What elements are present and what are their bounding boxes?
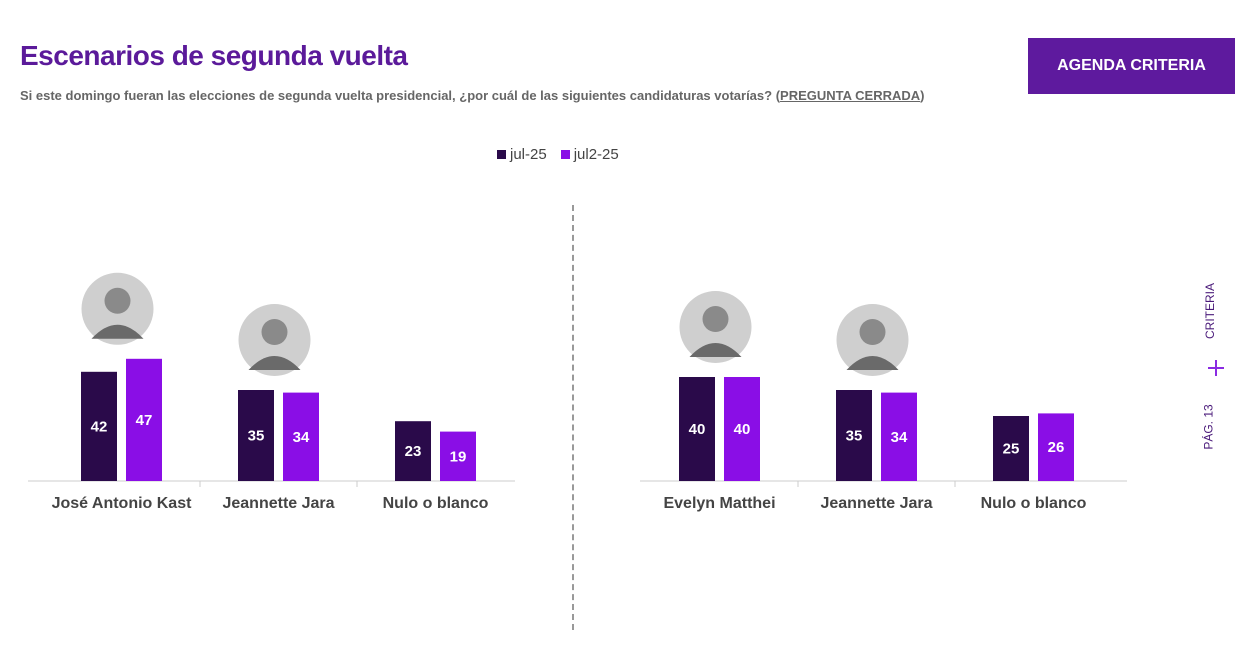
data-label: 19	[450, 448, 467, 465]
category-label: José Antonio Kast	[52, 495, 193, 512]
data-label: 40	[689, 421, 706, 438]
bar-jul2-25	[724, 377, 760, 481]
category-label: Evelyn Matthei	[663, 495, 775, 512]
data-label: 26	[1048, 439, 1065, 456]
bar-jul-25	[81, 371, 117, 481]
data-label: 35	[846, 428, 863, 445]
agenda-criteria-button[interactable]: AGENDA CRITERIA	[1028, 38, 1235, 94]
data-label: 40	[734, 421, 751, 438]
page-number: PÁG. 13	[1201, 404, 1216, 450]
page-subtitle: Si este domingo fueran las elecciones de…	[20, 88, 925, 103]
chart-2: 40 40 Evelyn Matthei 35 34 Jeannette Jara 25 26…	[640, 291, 1127, 512]
bar-jul-25	[679, 377, 715, 481]
subtitle-text: Si este domingo fueran las elecciones de…	[20, 88, 781, 103]
legend-item-series2: jul2-25	[560, 146, 619, 163]
plus-icon	[1208, 360, 1224, 376]
bar-jul2-25	[881, 392, 917, 481]
bar-jul-25	[395, 421, 431, 481]
closed-question-link[interactable]: PREGUNTA CERRADA	[780, 88, 921, 103]
side-brand: CRITERIA	[1203, 282, 1218, 340]
scenario-divider	[572, 205, 574, 630]
bar-charts: 42 47 José Antonio Kast 35 34 Jeannette Jara 2…	[28, 272, 1127, 512]
subtitle-end: )	[920, 88, 925, 103]
data-label: 34	[293, 429, 310, 446]
legend-swatch-series2	[560, 150, 570, 159]
data-label: 34	[891, 429, 908, 446]
chart-legend: jul-25 jul2-25	[497, 146, 619, 163]
category-label: Nulo o blanco	[383, 495, 489, 512]
data-label: 25	[1003, 441, 1020, 458]
bar-jul-25	[238, 390, 274, 481]
side-rail: CRITERIA PÁG. 13	[1196, 270, 1235, 460]
page-title: Escenarios de segunda vuelta	[20, 40, 408, 71]
bar-jul-25	[993, 416, 1029, 481]
data-label: 35	[248, 428, 265, 445]
bar-jul2-25	[283, 392, 319, 481]
legend-item-series1: jul-25	[497, 146, 547, 163]
legend-label-series1: jul-25	[510, 146, 547, 163]
category-label: Nulo o blanco	[981, 495, 1087, 512]
data-label: 47	[136, 412, 153, 429]
bar-jul2-25	[440, 431, 476, 481]
bar-jul2-25	[126, 358, 162, 481]
candidate-avatar	[836, 304, 909, 376]
category-label: Jeannette Jara	[820, 495, 932, 512]
data-label: 42	[91, 418, 108, 435]
candidate-avatar	[679, 291, 752, 363]
bar-jul-25	[836, 390, 872, 481]
legend-label-series2: jul2-25	[573, 146, 619, 163]
data-label: 23	[405, 443, 422, 460]
bar-jul2-25	[1038, 413, 1074, 481]
legend-swatch-series1	[497, 150, 506, 159]
chart-1: 42 47 José Antonio Kast 35 34 Jeannette Jara 2…	[28, 272, 515, 512]
candidate-avatar	[81, 272, 154, 345]
category-label: Jeannette Jara	[222, 495, 334, 512]
candidate-avatar	[238, 304, 311, 376]
